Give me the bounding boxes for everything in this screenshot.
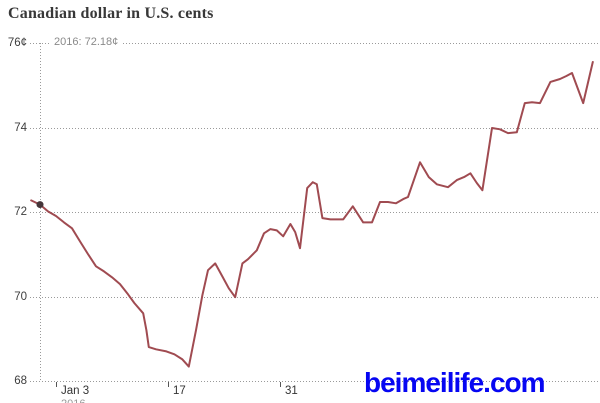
chart-title: Canadian dollar in U.S. cents [8, 5, 214, 22]
y-gridline [30, 381, 600, 382]
year-start-annotation: 2016: 72.18¢ [50, 36, 123, 48]
y-gridline [30, 297, 600, 298]
x-tick-mark [280, 382, 281, 387]
start-vertical-gridline [40, 43, 41, 381]
x-tick-mark [168, 382, 169, 387]
y-tick-label: 70 [14, 291, 27, 303]
x-tick-label: 31 [285, 385, 298, 397]
x-tick-mark [56, 382, 57, 387]
y-tick-label: 72 [14, 206, 27, 218]
y-gridline [30, 128, 600, 129]
series-start-marker-dot [36, 201, 44, 209]
price-line [30, 61, 594, 368]
y-gridline [30, 212, 600, 213]
y-gridline [30, 43, 600, 44]
x-tick-label: Jan 3 [61, 385, 90, 397]
watermark-text: beimeilife.com [364, 367, 546, 398]
y-tick-label: 76¢ [7, 37, 27, 49]
x-tick-label: 17 [173, 385, 186, 397]
x-axis-year-label: 2016 [61, 398, 85, 403]
y-tick-label: 74 [14, 122, 27, 134]
y-tick-label: 68 [14, 375, 27, 387]
